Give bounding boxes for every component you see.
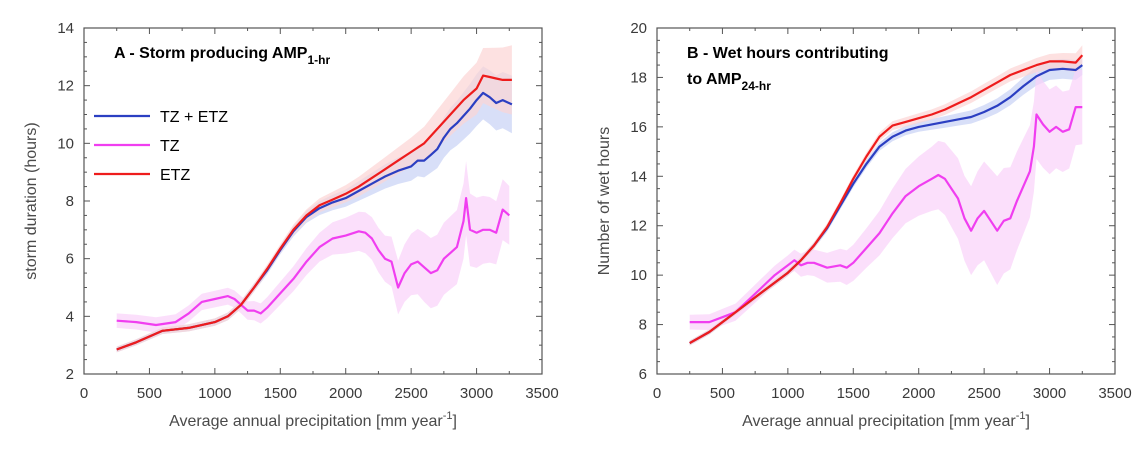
chart-panel-a: 0 500 1000 1500 2000 2500 3000 3500 2 4 6 8 10 12 14 Av… [23, 20, 559, 430]
y-tick-label: 18 [630, 69, 647, 86]
confidence-band-etz [116, 45, 512, 353]
panel-title-line2: to AMP24-hr [687, 71, 771, 93]
series-line-etz [116, 74, 512, 351]
y-tick-label: 20 [630, 20, 647, 37]
y-tick-label: 12 [630, 218, 647, 235]
x-tick-label: 1000 [198, 385, 231, 402]
confidence-band-tz [689, 69, 1083, 330]
legend-label: ETZ [160, 167, 190, 184]
panel-title: A - Storm producing AMP1-hr [114, 45, 330, 67]
y-tick-label: 16 [630, 119, 647, 136]
y-tick-label: 10 [57, 135, 74, 152]
x-tick-label: 2000 [902, 385, 935, 402]
x-tick-label: 2500 [394, 385, 427, 402]
x-axis-label: Average annual precipitation [mm year-1] [742, 410, 1030, 430]
panel-title-line1: B - Wet hours contributing [687, 45, 888, 62]
x-tick-label: 3000 [460, 385, 493, 402]
x-tick-label: 1500 [837, 385, 870, 402]
x-tick-label: 0 [653, 385, 661, 402]
y-tick-label: 10 [630, 267, 647, 284]
series-line-tz [689, 105, 1083, 324]
x-tick-label: 3500 [1098, 385, 1131, 402]
x-tick-label: 2000 [329, 385, 362, 402]
y-tick-label: 14 [630, 168, 647, 185]
plot-area [116, 45, 513, 353]
y-tick-label: 8 [66, 193, 74, 210]
x-tick-label: 2500 [967, 385, 1000, 402]
y-tick-label: 4 [66, 308, 74, 325]
series-line-etz [689, 54, 1084, 345]
x-tick-label: 1500 [264, 385, 297, 402]
legend: TZ + ETZ TZ ETZ [94, 109, 228, 184]
y-axis-label: storm duration (hours) [23, 122, 40, 279]
confidence-band-etz [689, 45, 1083, 346]
x-tick-label: 500 [137, 385, 162, 402]
y-tick-label: 6 [66, 251, 74, 268]
plot-area [689, 45, 1084, 346]
y-tick-label: 2 [66, 366, 74, 383]
x-tick-label: 1000 [771, 385, 804, 402]
y-tick-label: 8 [639, 317, 647, 334]
legend-label: TZ [160, 138, 180, 155]
x-axis-label: Average annual precipitation [mm year-1] [169, 410, 457, 430]
x-tick-label: 3500 [525, 385, 558, 402]
series-line-tz [116, 197, 511, 327]
y-tick-label: 12 [57, 78, 74, 95]
chart-panel-b: 0 500 1000 1500 2000 2500 3000 3500 6 8 10 12 14 16 18… [596, 20, 1132, 430]
x-tick-label: 3000 [1033, 385, 1066, 402]
legend-label: TZ + ETZ [160, 109, 228, 126]
confidence-band-tz [116, 161, 510, 333]
y-axis-label: Number of wet hours [596, 127, 613, 276]
y-tick-label: 14 [57, 20, 74, 37]
x-tick-label: 0 [80, 385, 88, 402]
x-tick-label: 500 [710, 385, 735, 402]
y-tick-label: 6 [639, 366, 647, 383]
